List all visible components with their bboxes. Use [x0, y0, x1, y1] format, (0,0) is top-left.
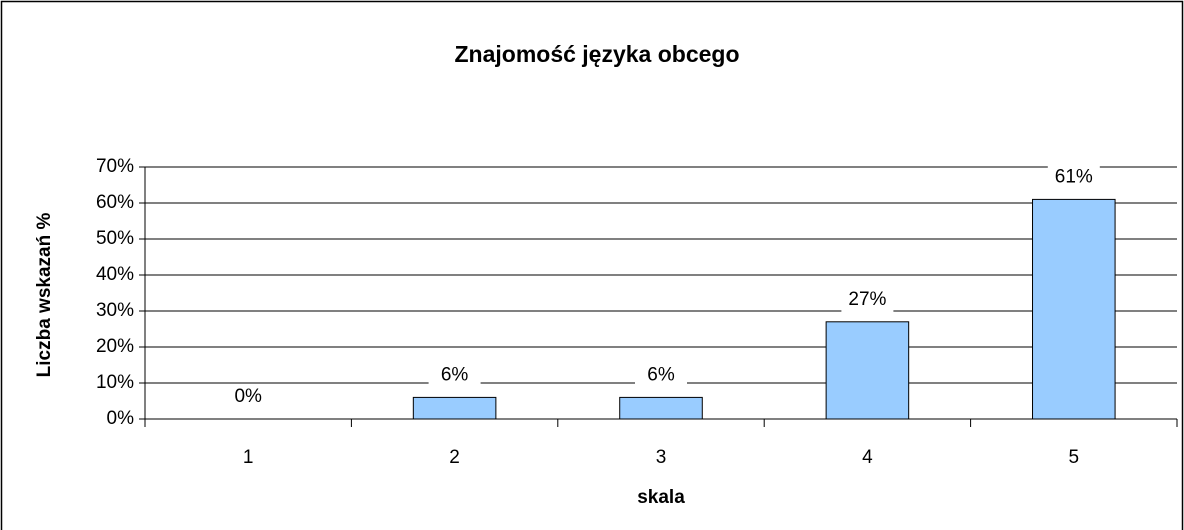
data-label-background [222, 385, 275, 409]
y-axis-label: Liczba wskazań % [34, 213, 55, 378]
y-tick-label: 50% [96, 228, 134, 249]
x-tick-label: 4 [862, 447, 873, 468]
x-tick-label: 3 [656, 447, 667, 468]
data-label: 61% [1055, 166, 1093, 187]
data-label-background [841, 287, 894, 312]
chart-title: Znajomość języka obcego [454, 41, 739, 67]
y-tick-label: 10% [96, 372, 134, 393]
data-label: 0% [234, 386, 262, 407]
bar [412, 396, 497, 420]
bar [1032, 198, 1116, 420]
data-label: 27% [848, 289, 886, 310]
data-label: 6% [441, 364, 469, 385]
y-tick-label: 0% [107, 408, 135, 429]
data-label-background [428, 363, 481, 388]
y-tick-label: 60% [96, 192, 134, 213]
y-tick-label: 20% [96, 336, 134, 357]
data-label: 6% [647, 364, 675, 385]
x-tick-label: 1 [243, 447, 254, 468]
data-label-background [1047, 165, 1100, 190]
bar [619, 396, 703, 420]
y-tick-label: 70% [96, 156, 134, 177]
x-tick-label: 5 [1069, 447, 1080, 468]
data-label-background [635, 363, 687, 388]
x-tick-label: 2 [449, 447, 460, 468]
y-tick-label: 40% [96, 264, 134, 285]
x-axis-label: skala [637, 487, 685, 508]
y-tick-label: 30% [96, 300, 134, 321]
bar [825, 321, 910, 420]
